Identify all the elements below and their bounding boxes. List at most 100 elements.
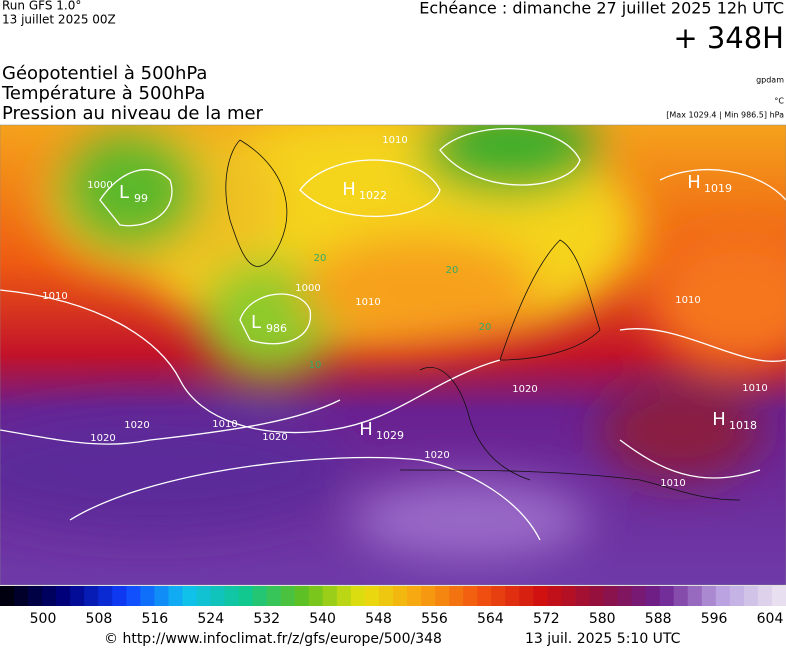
colorbar-swatch bbox=[28, 586, 43, 606]
colorbar-swatch bbox=[715, 586, 731, 606]
pressure-center-value: 99 bbox=[134, 192, 148, 205]
colorbar-swatch bbox=[407, 586, 422, 606]
colorbar-tick-label: 556 bbox=[421, 611, 448, 627]
colorbar-swatch bbox=[771, 586, 786, 606]
colorbar-swatch bbox=[435, 586, 450, 606]
pressure-center-letter: H bbox=[359, 419, 373, 440]
contour-label: 20 bbox=[314, 253, 327, 264]
colorbar-tick-label: 548 bbox=[365, 611, 392, 627]
valid-time: Echéance : dimanche 27 juillet 2025 12h … bbox=[419, 0, 784, 18]
colorbar-swatch bbox=[631, 586, 647, 606]
colorbar-tick-label: 532 bbox=[253, 611, 280, 627]
colorbar-swatch bbox=[0, 586, 15, 606]
colorbar-swatch bbox=[56, 586, 71, 606]
colorbar-swatch bbox=[743, 586, 759, 606]
unit: [Max 1029.4 | Min 986.5] hPa bbox=[666, 111, 784, 120]
pressure-center-letter: H bbox=[712, 409, 726, 430]
run: Run GFS 1.0° bbox=[2, 0, 81, 13]
colorbar-swatch bbox=[294, 586, 310, 606]
colorbar-swatch bbox=[701, 586, 717, 606]
colorbar-swatch bbox=[589, 586, 605, 606]
colorbar-swatch bbox=[617, 586, 633, 606]
contour-label: 1020 bbox=[512, 384, 537, 395]
colorbar-swatch bbox=[252, 586, 268, 606]
contour-label: 1010 bbox=[742, 383, 767, 394]
colorbar-swatch bbox=[673, 586, 689, 606]
colorbar-swatch bbox=[322, 586, 338, 606]
colorbar-swatch bbox=[757, 586, 773, 606]
contour-label: 1020 bbox=[424, 450, 449, 461]
colorbar-swatch bbox=[14, 586, 29, 606]
colorbar-tick-label: 588 bbox=[645, 611, 672, 627]
colorbar-swatch bbox=[154, 586, 169, 606]
colorbar-swatch bbox=[659, 586, 675, 606]
contour-label: 1020 bbox=[90, 433, 115, 444]
pressure-center-letter: H bbox=[687, 172, 701, 193]
colorbar-swatch bbox=[238, 586, 254, 606]
colorbar-swatch bbox=[449, 586, 464, 606]
pressure-center-letter: L bbox=[251, 312, 261, 333]
contour-label: 1000 bbox=[87, 180, 112, 191]
colorbar-swatch bbox=[547, 586, 562, 606]
colorbar-tick-label: 604 bbox=[757, 611, 784, 627]
generated: 13 juil. 2025 5:10 UTC bbox=[525, 631, 681, 647]
pressure-center-letter: L bbox=[119, 182, 129, 203]
pressure-center-value: 986 bbox=[266, 322, 287, 335]
colorbar: 500 508 516 524 532 540 548 556 564 572 580 588 596 6… bbox=[0, 586, 786, 627]
colorbar-tick-label: 500 bbox=[30, 611, 57, 627]
colorbar-swatch bbox=[575, 586, 590, 606]
colorbar-tick-label: 580 bbox=[589, 611, 616, 627]
colorbar-swatch bbox=[126, 586, 141, 606]
contour-label: 1010 bbox=[675, 295, 700, 306]
colorbar-tick-label: 516 bbox=[141, 611, 168, 627]
contour-label: 1010 bbox=[382, 135, 407, 146]
contour-label: 10 bbox=[309, 360, 322, 371]
source: © http://www.infoclimat.fr/z/gfs/europe/… bbox=[104, 631, 442, 647]
colorbar-tick-label: 564 bbox=[477, 611, 504, 627]
colorbar-swatch bbox=[491, 586, 506, 606]
colorbar-swatch bbox=[533, 586, 548, 606]
contour-label: 1010 bbox=[355, 297, 380, 308]
run-date: 13 juillet 2025 00Z bbox=[2, 13, 116, 27]
colorbar-swatch bbox=[182, 586, 197, 606]
colorbar-swatch bbox=[84, 586, 99, 606]
colorbar-swatch bbox=[463, 586, 478, 606]
colorbar-swatch bbox=[645, 586, 661, 606]
colorbar-swatch bbox=[687, 586, 703, 606]
colorbar-swatch bbox=[505, 586, 520, 606]
contour-label: 1000 bbox=[295, 283, 320, 294]
field: Température à 500hPa bbox=[1, 83, 205, 104]
contour-label: 1010 bbox=[660, 478, 685, 489]
contour-label: 1020 bbox=[262, 432, 287, 443]
colorbar-swatch bbox=[196, 586, 212, 606]
colorbar-swatch bbox=[561, 586, 576, 606]
colorbar-swatch bbox=[224, 586, 240, 606]
colorbar-swatch bbox=[70, 586, 85, 606]
pressure-center-value: 1029 bbox=[376, 429, 404, 442]
colorbar-tick-label: 524 bbox=[197, 611, 224, 627]
field: Géopotentiel à 500hPa bbox=[2, 63, 207, 84]
field: Pression au niveau de la mer bbox=[2, 103, 264, 124]
contour-label: 1010 bbox=[42, 291, 67, 302]
colorbar-swatch bbox=[280, 586, 296, 606]
colorbar-swatch bbox=[336, 586, 352, 606]
colorbar-swatch bbox=[308, 586, 324, 606]
contour-label: 1010 bbox=[212, 419, 237, 430]
colorbar-tick-label: 508 bbox=[86, 611, 113, 627]
colorbar-swatch bbox=[140, 586, 155, 606]
colorbar-swatch bbox=[603, 586, 619, 606]
lead-time: + 348H bbox=[673, 21, 784, 55]
colorbar-swatch bbox=[477, 586, 492, 606]
colorbar-swatch bbox=[210, 586, 226, 606]
colorbar-tick-label: 540 bbox=[309, 611, 336, 627]
colorbar-swatch bbox=[421, 586, 436, 606]
colorbar-swatch bbox=[729, 586, 745, 606]
colorbar-swatch bbox=[168, 586, 183, 606]
pressure-center-value: 1019 bbox=[704, 182, 732, 195]
colorbar-swatch bbox=[266, 586, 282, 606]
contour-label: 1020 bbox=[124, 420, 149, 431]
colorbar-swatch bbox=[350, 586, 366, 606]
pressure-center-letter: H bbox=[342, 179, 356, 200]
